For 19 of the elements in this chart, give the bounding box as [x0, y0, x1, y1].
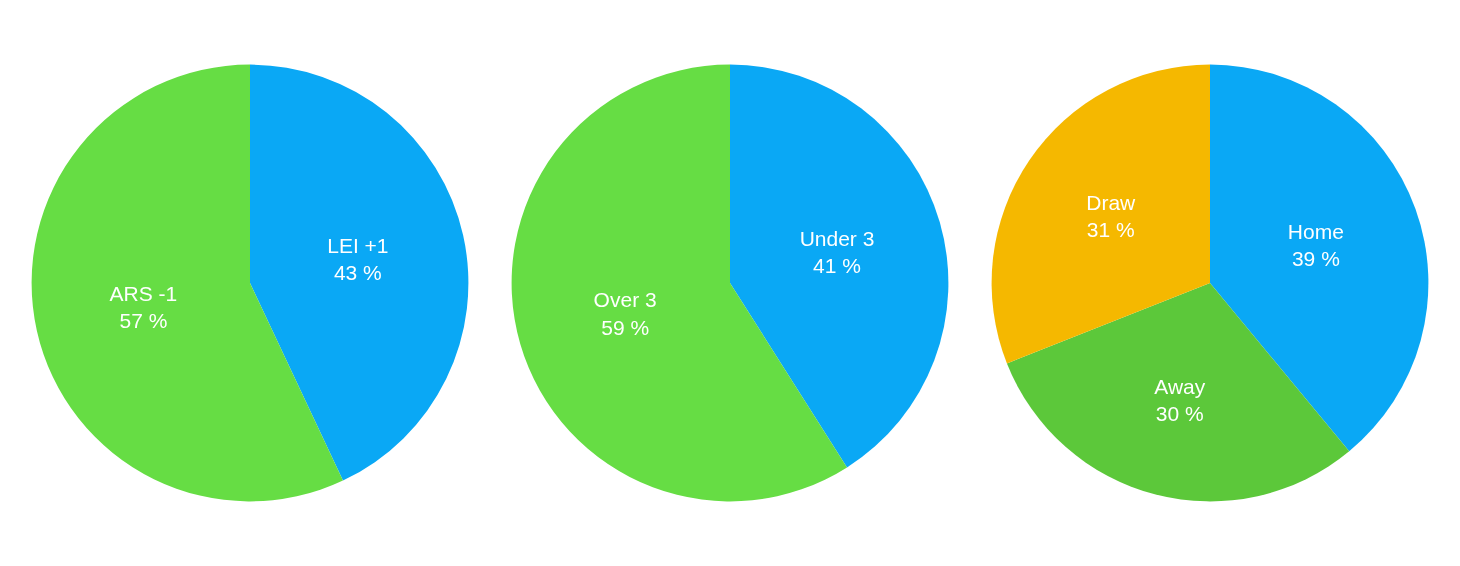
slice-label: Under 3	[799, 226, 875, 250]
pie-slice	[1210, 64, 1429, 452]
slice-label: ARS -1	[109, 281, 178, 305]
slice-label: Over 3	[593, 288, 657, 312]
pie-slice	[730, 64, 949, 468]
data-label: 39 %	[1291, 247, 1340, 271]
pie-slice	[250, 64, 469, 481]
data-label: 30 %	[1155, 402, 1204, 426]
data-label: 57 %	[119, 308, 168, 332]
pie-slice	[991, 64, 1210, 364]
slice-label: Draw	[1086, 190, 1137, 214]
data-label: 59 %	[601, 315, 650, 339]
data-label: 43 %	[333, 261, 382, 285]
slice-label: Away	[1154, 374, 1206, 398]
slice-label: Home	[1287, 219, 1344, 243]
data-label: 41 %	[813, 254, 861, 278]
pie-slice	[1006, 283, 1350, 501]
slice-label: LEI +1	[327, 233, 389, 257]
data-label: 31 %	[1086, 217, 1135, 241]
